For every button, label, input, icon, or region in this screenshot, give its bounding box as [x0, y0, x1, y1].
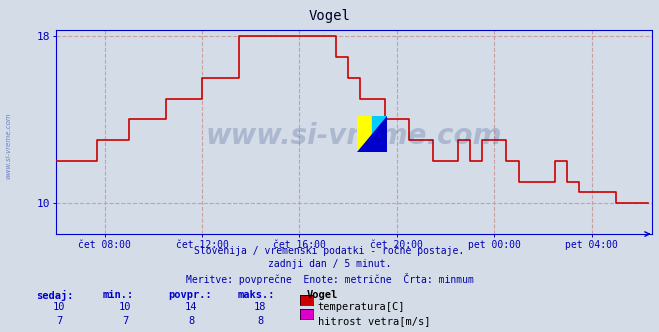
Polygon shape: [357, 116, 387, 152]
Text: 8: 8: [257, 316, 264, 326]
Text: Vogel: Vogel: [306, 290, 337, 299]
Text: hitrost vetra[m/s]: hitrost vetra[m/s]: [318, 316, 430, 326]
Text: 10: 10: [53, 302, 65, 312]
Bar: [357, 116, 372, 152]
Bar: [372, 116, 387, 152]
Text: temperatura[C]: temperatura[C]: [318, 302, 405, 312]
Text: povpr.:: povpr.:: [168, 290, 212, 299]
Text: www.si-vreme.com: www.si-vreme.com: [206, 122, 502, 150]
Text: 14: 14: [185, 302, 197, 312]
Text: min.:: min.:: [102, 290, 133, 299]
Text: 10: 10: [119, 302, 131, 312]
Text: 7: 7: [122, 316, 129, 326]
Text: www.si-vreme.com: www.si-vreme.com: [5, 113, 11, 180]
Text: Vogel: Vogel: [308, 9, 351, 23]
Text: 18: 18: [254, 302, 266, 312]
Text: maks.:: maks.:: [237, 290, 275, 299]
Text: 7: 7: [56, 316, 63, 326]
Text: Slovenija / vremenski podatki - ročne postaje.: Slovenija / vremenski podatki - ročne po…: [194, 245, 465, 256]
Text: sedaj:: sedaj:: [36, 290, 74, 300]
Text: zadnji dan / 5 minut.: zadnji dan / 5 minut.: [268, 259, 391, 269]
Text: Meritve: povprečne  Enote: metrične  Črta: minmum: Meritve: povprečne Enote: metrične Črta:…: [186, 273, 473, 285]
Text: 8: 8: [188, 316, 194, 326]
